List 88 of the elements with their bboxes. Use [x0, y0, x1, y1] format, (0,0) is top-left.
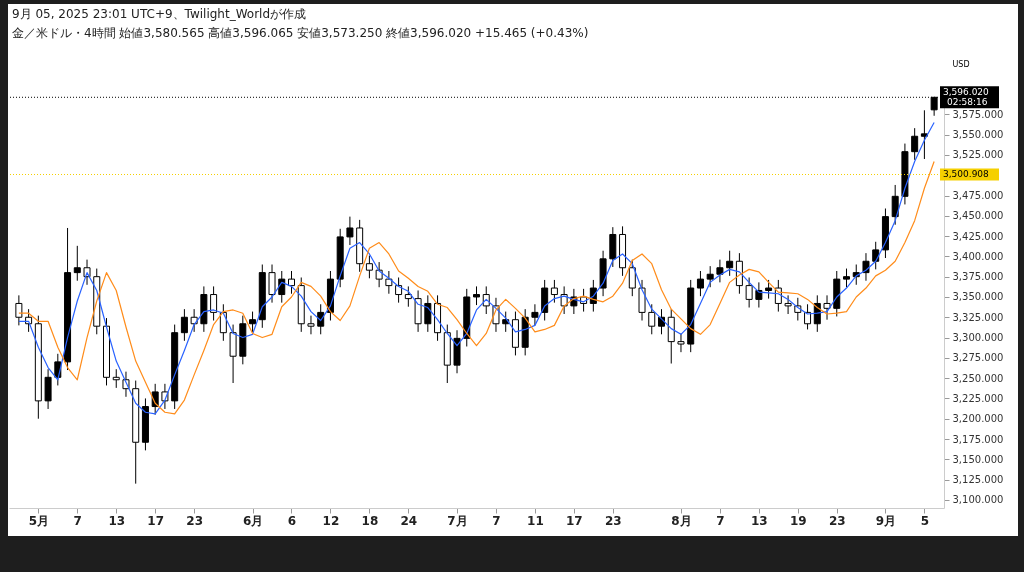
x-tick-label: 12: [322, 513, 340, 528]
candlestick: [288, 270, 295, 295]
y-tick-label: 3,525.000: [952, 149, 1004, 161]
candlestick: [210, 285, 218, 322]
y-tick-label: 3,225.000: [952, 392, 1004, 404]
x-tick-label: 18: [361, 513, 379, 528]
candlestick: [15, 294, 23, 326]
candlestick: [765, 279, 773, 300]
candlestick: [716, 259, 724, 283]
x-tick-label: 11: [527, 513, 544, 528]
y-tick-label: 3,350.000: [952, 291, 1004, 303]
candlestick: [531, 303, 539, 326]
candlestick: [550, 279, 558, 304]
candlestick: [346, 216, 354, 246]
candlestick: [268, 264, 276, 304]
y-tick-label: 3,100.000: [952, 494, 1004, 506]
ref-line-label: 3,596.020: [943, 87, 990, 98]
x-tick-label: 13: [108, 513, 126, 528]
candlestick: [278, 270, 286, 304]
x-tick-label: 7: [73, 513, 82, 528]
candlestick: [44, 368, 52, 410]
candlestick: [395, 276, 403, 304]
candlestick: [424, 294, 432, 333]
candlestick: [73, 245, 81, 282]
x-tick-label: 23: [828, 513, 846, 528]
x-tick-label: 5: [920, 513, 930, 528]
candlestick: [365, 255, 373, 279]
candlestick: [862, 252, 870, 282]
candlestick: [375, 261, 383, 288]
y-tick-label: 3,475.000: [952, 190, 1004, 202]
x-tick-label: 13: [751, 513, 768, 528]
candlestick: [696, 270, 704, 297]
x-tick-label: 5月: [28, 513, 50, 528]
y-tick-label: 3,325.000: [952, 311, 1004, 323]
y-tick-label: 3,150.000: [952, 453, 1004, 465]
y-tick-label: 3,200.000: [952, 413, 1004, 425]
candlestick: [911, 127, 919, 161]
x-tick-label: 8月: [671, 513, 692, 528]
candlestick: [706, 265, 714, 288]
candlestick: [112, 368, 120, 389]
chart-title: 金／米ドル・4時間 始値3,580.565 高値3,596.065 安値3,573.250 終値3,596.020 +15.465 (+0.43%): [12, 25, 590, 42]
y-tick-label: 3,550.000: [952, 129, 1004, 141]
candlestick: [180, 308, 188, 342]
candlestick: [648, 303, 656, 335]
candlestick: [385, 270, 393, 295]
x-tick-label: 7月: [447, 513, 468, 528]
candlestick: [823, 294, 831, 321]
candlestick: [726, 250, 734, 277]
candlestick: [920, 109, 928, 160]
candlestick: [745, 276, 753, 309]
candlestick: [843, 268, 850, 288]
x-tick-label: 9月: [875, 513, 897, 528]
candlestick: [784, 294, 792, 315]
candlestick: [891, 184, 899, 226]
candlestick: [628, 259, 636, 297]
y-tick-label: 3,275.000: [952, 352, 1004, 364]
y-tick-label: 3,175.000: [952, 433, 1004, 445]
candlestick: [249, 311, 257, 333]
y-tick-label: 3,125.000: [952, 474, 1004, 486]
y-tick-label: 3,300.000: [952, 332, 1004, 344]
x-tick-label: 23: [604, 513, 622, 528]
candlestick: [404, 285, 412, 308]
x-tick-label: 7: [716, 513, 725, 528]
x-tick-label: 19: [789, 513, 807, 528]
ref-line-label: 3,500.908: [943, 169, 990, 180]
chart-subtitle: 9月 05, 2025 23:01 UTC+9、Twilight_Worldが作成: [12, 6, 308, 23]
x-tick-label: 17: [147, 513, 165, 528]
x-tick-label: 17: [566, 513, 583, 528]
x-tick-label: 23: [186, 513, 203, 528]
candlestick: [317, 303, 325, 335]
y-tick-label: 3,575.000: [952, 108, 1004, 120]
y-tick-label: 3,250.000: [952, 372, 1004, 384]
y-axis-title: USD: [952, 59, 970, 69]
candlestick: [229, 324, 237, 384]
candlestick: [677, 333, 685, 353]
x-tick-label: 6月: [242, 513, 264, 528]
text: 02:58:16: [947, 97, 988, 108]
y-tick-label: 3,375.000: [952, 271, 1004, 283]
candlestick: [473, 285, 480, 306]
y-tick-label: 3,450.000: [952, 210, 1004, 222]
candlestick: [190, 308, 198, 333]
x-tick-label: 6: [287, 513, 297, 528]
x-tick-label: 7: [492, 513, 501, 528]
candlestick: [307, 315, 315, 335]
x-tick-label: 24: [400, 513, 418, 528]
candlestick: [482, 285, 490, 315]
y-tick-label: 3,425.000: [952, 230, 1004, 242]
y-tick-label: 3,400.000: [952, 250, 1004, 262]
